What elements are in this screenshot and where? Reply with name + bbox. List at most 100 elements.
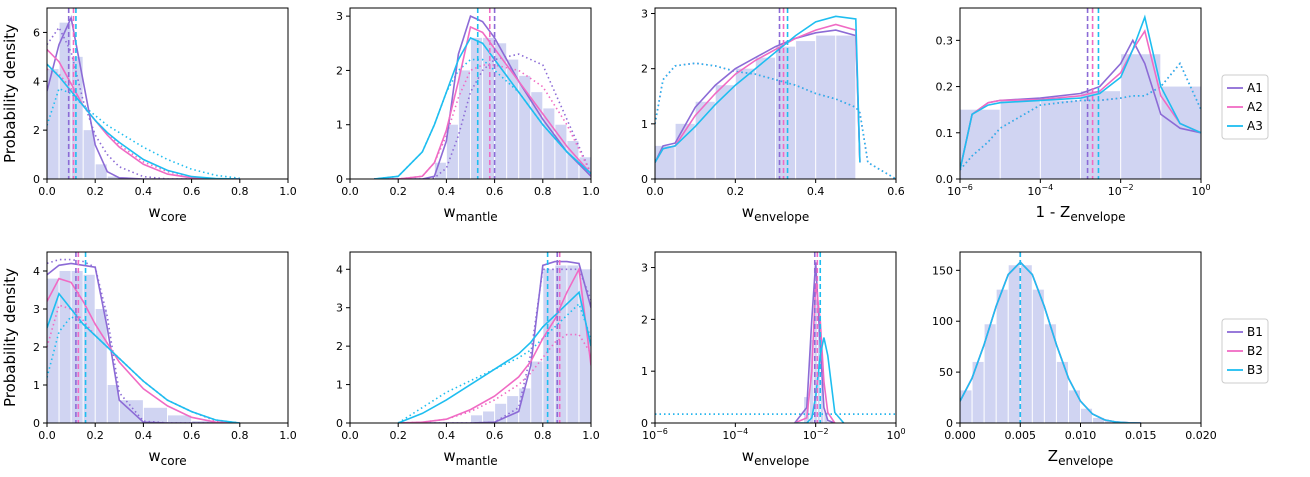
hist-bar (1121, 54, 1161, 179)
x-tick-label: 0.005 (1005, 429, 1037, 442)
x-tick-label: 0.8 (231, 185, 249, 198)
tick-text: 0.0 (341, 429, 359, 442)
panel: 0.0 0.2 0.4 0.6 0.8 1.0 0 1 2 3 wmantle (336, 7, 600, 224)
hist-bar (960, 109, 1000, 179)
y-tick-label: 1 (641, 365, 648, 378)
x-axis-label: wmantle (443, 447, 497, 468)
y-tick-label: 2 (336, 340, 343, 353)
tick-text: 10 (947, 185, 961, 198)
x-tick-label: 1.0 (582, 185, 600, 198)
axes-frame (959, 7, 1202, 180)
x-tick-label: 0.6 (486, 429, 504, 442)
legend-label: A3 (1247, 119, 1263, 133)
hist-bar (1032, 289, 1044, 423)
x-tick-label: 10−6 (947, 183, 973, 198)
y-tick-label: 3 (641, 262, 648, 275)
plot-area (655, 8, 896, 179)
hist-bar (471, 415, 483, 423)
x-tick-label: 0.4 (135, 185, 153, 198)
x-tick-label: 0.8 (534, 429, 552, 442)
panel: 0.0 0.2 0.4 0.6 0.8 1.0 0 1 2 3 4 wcore Probability … (1, 251, 297, 468)
tick-exponent: 0 (900, 427, 905, 436)
prior-line (397, 302, 591, 423)
plot-area (960, 8, 1201, 179)
hist-bar (655, 145, 675, 179)
y-tick-label: 1 (641, 118, 648, 131)
tick-text: 0.6 (183, 185, 201, 198)
y-tick-label: 0 (33, 417, 40, 430)
x-axis-label: 1 - Zenvelope (1036, 203, 1126, 224)
density-line (794, 337, 845, 423)
tick-text: 0.6 (183, 429, 201, 442)
tick-text: 0.015 (1125, 429, 1157, 442)
tick-text: 0.4 (135, 185, 153, 198)
tick-text: 0.6 (486, 429, 504, 442)
y-tick-label: 2 (33, 341, 40, 354)
x-tick-label: 0.2 (727, 185, 745, 198)
x-label-sub: envelope (754, 210, 809, 224)
hist-bar (71, 271, 83, 423)
x-label-sub: core (161, 210, 187, 224)
hist-bar (836, 35, 856, 179)
hist-bar (168, 415, 192, 423)
tick-text: 0.6 (887, 185, 905, 198)
hist-bar (507, 396, 519, 423)
panel: 0.0 0.2 0.4 0.6 0.8 1.0 0 2 4 6 wcore Probability d… (1, 7, 297, 224)
hist-bar (446, 124, 458, 179)
hist-bar (755, 57, 775, 179)
tick-text: 10 (722, 429, 736, 442)
tick-exponent: −2 (1122, 183, 1134, 192)
density-line (374, 25, 591, 179)
hist-bar (483, 37, 495, 179)
tick-text: 10 (1108, 185, 1122, 198)
plot-area (655, 252, 896, 423)
hist-bar (804, 397, 809, 423)
legend-label: A2 (1247, 100, 1263, 114)
x-axis-label: Zenvelope (1048, 447, 1113, 468)
y-tick-label: 0.1 (936, 127, 954, 140)
density-line (47, 15, 240, 179)
hist-bar (555, 265, 567, 423)
tick-exponent: −6 (961, 183, 973, 192)
density-line (374, 14, 591, 179)
plot-area (397, 252, 591, 423)
y-tick-label: 6 (33, 26, 40, 39)
hist-bar (59, 22, 71, 179)
hist-bar (567, 265, 579, 423)
axes-frame (654, 7, 897, 180)
x-axis-label: wmantle (443, 203, 497, 224)
y-tick-label: 1 (336, 379, 343, 392)
x-label-main: Z (1048, 447, 1058, 465)
x-tick-label: 0.8 (231, 429, 249, 442)
hist-bar (47, 69, 59, 179)
hist-bar (71, 56, 83, 179)
hist-bar (483, 411, 495, 423)
y-tick-label: 1 (336, 119, 343, 132)
y-axis-label: Probability density (1, 268, 19, 407)
x-tick-label: 0.0 (646, 185, 664, 198)
x-tick-label: 1.0 (582, 429, 600, 442)
tick-text: 0.4 (135, 429, 153, 442)
x-label-sub: envelope (1058, 454, 1113, 468)
hist-bar (1044, 324, 1056, 423)
tick-text: 0.0 (38, 185, 56, 198)
y-tick-label: 0 (33, 173, 40, 186)
hist-bar (83, 274, 95, 423)
hist-bar (471, 37, 483, 179)
density-line (397, 290, 591, 423)
hist-bar (543, 108, 555, 179)
tick-exponent: −4 (736, 427, 748, 436)
tick-text: 0.8 (534, 429, 552, 442)
tick-text: 1.0 (582, 429, 600, 442)
hist-bar (1040, 100, 1080, 179)
x-label-sub: envelope (754, 454, 809, 468)
panel: 0.000 0.005 0.010 0.015 0.020 0 50 100 150 Zenvel… (932, 251, 1217, 468)
x-label-sub: core (161, 454, 187, 468)
hist-bar (531, 92, 543, 179)
axes-frame (959, 251, 1202, 424)
hist-bar (458, 70, 470, 179)
x-tick-label: 10−2 (1108, 183, 1134, 198)
x-tick-label: 0.4 (135, 429, 153, 442)
prior-line (374, 53, 591, 179)
legend-box (1221, 74, 1269, 140)
